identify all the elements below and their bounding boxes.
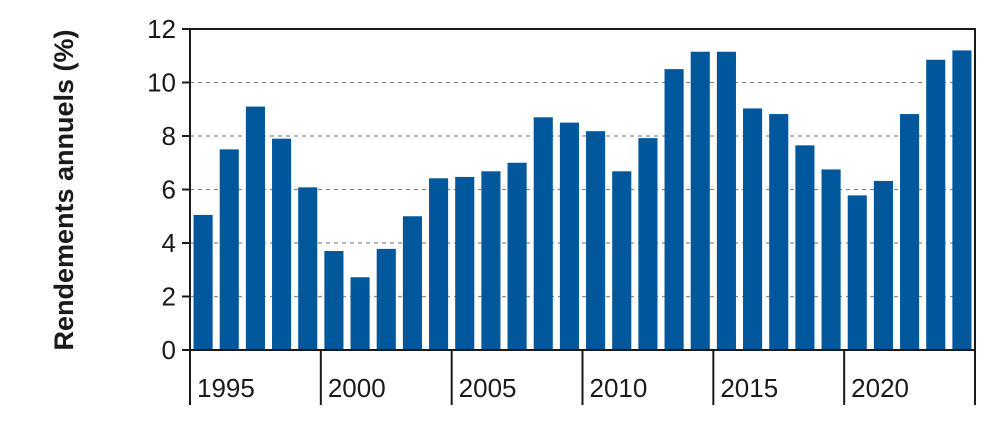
- bar-2000: [350, 277, 370, 350]
- bar-2023: [952, 50, 972, 351]
- bar-2009: [586, 131, 606, 350]
- bar-2017: [795, 145, 815, 350]
- gridlines: [190, 81, 975, 298]
- x-axis-ticks: 1995 2000 2005 2010 2015 2020: [189, 350, 976, 405]
- bar-2005: [481, 171, 501, 350]
- y-tick-label: 6: [162, 175, 176, 205]
- bar-1994: [193, 214, 213, 350]
- y-tick-label: 2: [162, 282, 176, 312]
- x-tick-label: 2020: [851, 373, 909, 403]
- bar-2021: [900, 114, 920, 350]
- bar-2003: [429, 178, 449, 350]
- bar-1996: [245, 106, 265, 350]
- plot-frame: [189, 28, 976, 351]
- bar-2019: [847, 195, 867, 350]
- bar-2015: [743, 108, 763, 350]
- bar-2011: [638, 138, 658, 350]
- y-tick-label: 10: [147, 68, 176, 98]
- bar-2004: [455, 176, 475, 350]
- x-tick-label: 2005: [459, 373, 517, 403]
- y-axis-ticks: 0 2 4 6 8 10 12: [147, 14, 190, 365]
- bar-1999: [324, 251, 344, 350]
- y-tick-label: 8: [162, 121, 176, 151]
- x-tick-label: 2000: [328, 373, 386, 403]
- bar-2012: [664, 69, 684, 351]
- bar-2016: [769, 114, 789, 350]
- bar-2007: [533, 117, 553, 350]
- x-tick-label: 2015: [720, 373, 778, 403]
- bar-2010: [612, 171, 632, 350]
- bar-2006: [507, 162, 527, 350]
- y-tick-label: 0: [162, 335, 176, 365]
- x-tick-label: 1995: [197, 373, 255, 403]
- bars: [193, 50, 972, 351]
- y-tick-label: 12: [147, 14, 176, 44]
- bar-2014: [716, 51, 736, 351]
- y-tick-label: 4: [162, 228, 176, 258]
- bar-1998: [298, 187, 318, 350]
- bar-2020: [873, 180, 893, 350]
- bar-1995: [219, 149, 239, 351]
- bar-2022: [926, 59, 946, 350]
- bar-2013: [690, 51, 710, 351]
- bar-2002: [402, 216, 422, 350]
- bar-1997: [272, 138, 292, 350]
- x-tick-label: 2010: [590, 373, 648, 403]
- bar-2008: [559, 122, 579, 351]
- bar-2018: [821, 169, 841, 350]
- bar-2001: [376, 248, 396, 350]
- y-axis-label: Rendements annuels (%): [49, 29, 79, 350]
